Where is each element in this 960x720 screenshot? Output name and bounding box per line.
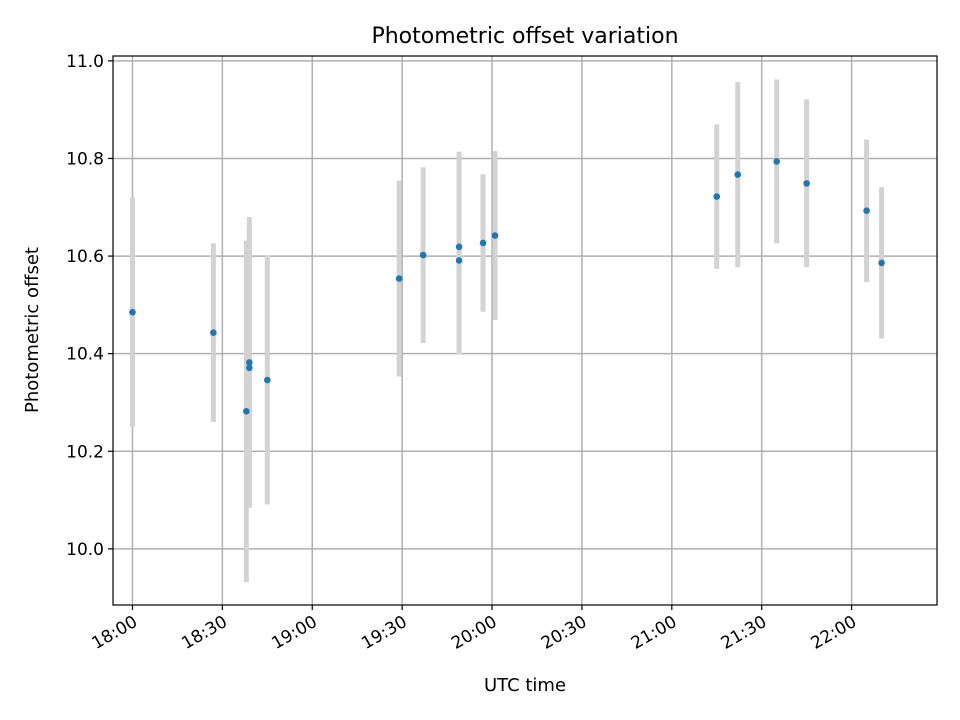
plot-frame [112, 55, 938, 606]
x-axis-label: UTC time [484, 675, 566, 696]
data-point [863, 207, 870, 214]
y-tick-label: 10.6 [66, 247, 104, 267]
data-point [419, 251, 427, 259]
data-point [129, 308, 136, 316]
data-point [210, 329, 217, 336]
data-point [455, 243, 463, 251]
chart-title: Photometric offset variation [371, 24, 678, 49]
y-tick-label: 10.8 [66, 149, 104, 169]
y-tick-label: 11.0 [66, 52, 104, 72]
data-point [773, 158, 780, 165]
data-point [491, 232, 499, 239]
data-points [129, 158, 885, 415]
data-point [479, 239, 487, 247]
data-point [713, 193, 721, 200]
y-tick-label: 10.0 [66, 540, 104, 560]
y-tick-label: 10.4 [66, 345, 104, 365]
data-point [243, 407, 250, 415]
data-point [264, 376, 271, 384]
data-point [246, 359, 253, 366]
data-point [395, 275, 403, 282]
data-point [734, 171, 742, 178]
data-point [455, 257, 463, 264]
y-tick-label: 10.2 [66, 442, 104, 462]
y-axis-label: Photometric offset [22, 247, 43, 413]
y-axis-ticks: 10.0 10.2 10.4 10.6 10.8 11.0 [66, 52, 113, 560]
data-point [803, 180, 810, 187]
data-point [878, 259, 885, 267]
data-point [246, 364, 253, 372]
